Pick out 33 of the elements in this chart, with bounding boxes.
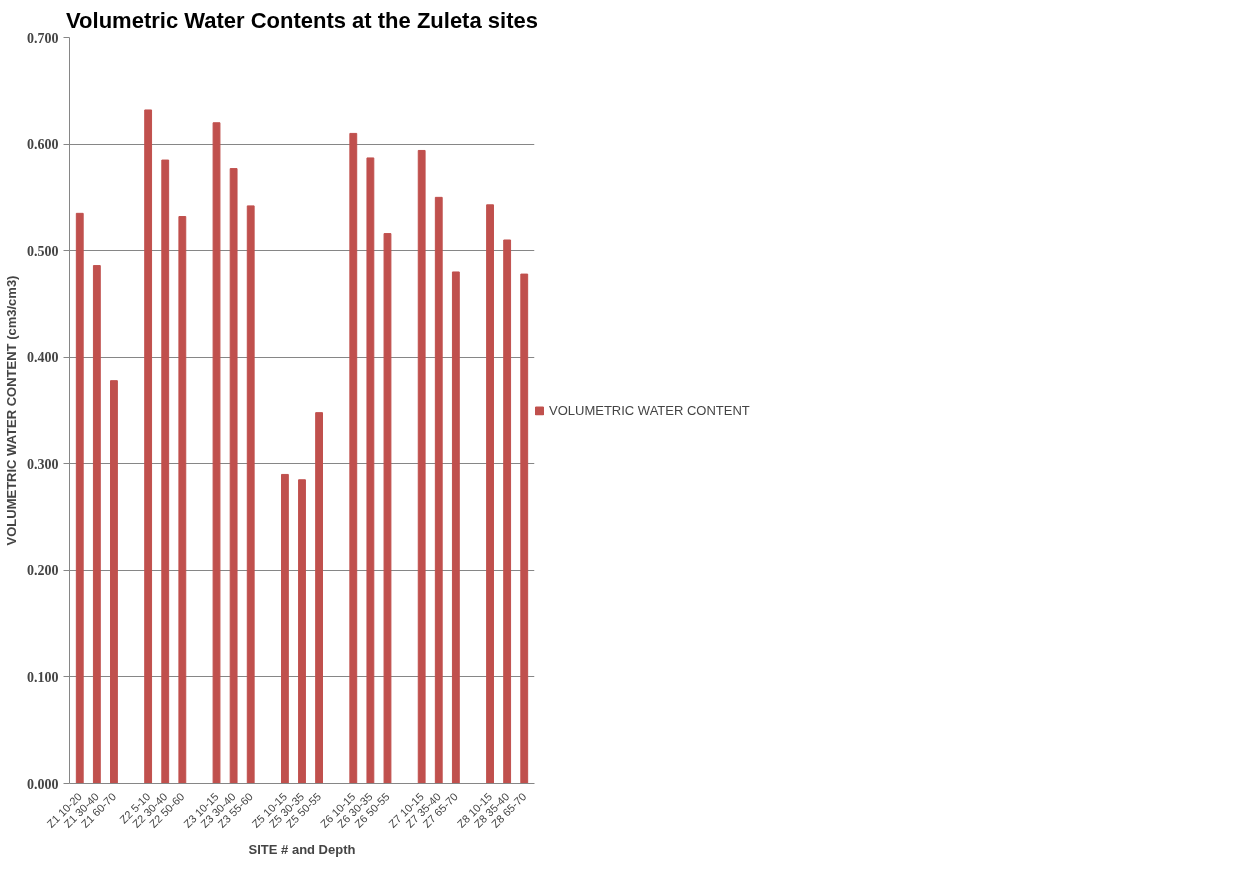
bar: [75, 212, 84, 784]
bar: [315, 412, 324, 784]
bar: [92, 265, 101, 784]
bar: [451, 271, 460, 784]
bar: [366, 157, 375, 784]
y-tick-label: 0.700: [27, 30, 59, 46]
y-tick-label: 0.500: [27, 243, 59, 259]
y-axis-title: VOLUMETRIC WATER CONTENT (cm3/cm3): [4, 275, 19, 546]
x-axis-title: SITE # and Depth: [248, 842, 356, 858]
bar: [280, 473, 289, 784]
bar: [246, 205, 255, 784]
bar: [161, 159, 170, 784]
bar: [520, 273, 529, 784]
bar: [486, 204, 494, 784]
bar: [383, 233, 392, 784]
y-tick-label: 0.000: [27, 776, 59, 792]
y-tick-label: 0.400: [27, 350, 59, 366]
bar: [503, 239, 512, 784]
legend-label: VOLUMETRIC WATER CONTENT: [549, 402, 750, 418]
bar: [178, 216, 187, 784]
y-tick-label: 0.300: [27, 456, 59, 472]
y-tick-label: 0.200: [27, 563, 59, 579]
bar: [229, 168, 238, 784]
y-tick-label: 0.600: [27, 137, 59, 153]
bar: [434, 196, 443, 784]
bar: [212, 122, 221, 784]
bar: [298, 479, 306, 784]
y-tick-label: 0.100: [27, 669, 59, 685]
bar: [417, 149, 426, 784]
bar: [110, 380, 118, 784]
bar: [349, 132, 358, 784]
bar: [144, 109, 153, 784]
chart-title: Volumetric Water Contents at the Zuleta sites: [66, 7, 538, 33]
